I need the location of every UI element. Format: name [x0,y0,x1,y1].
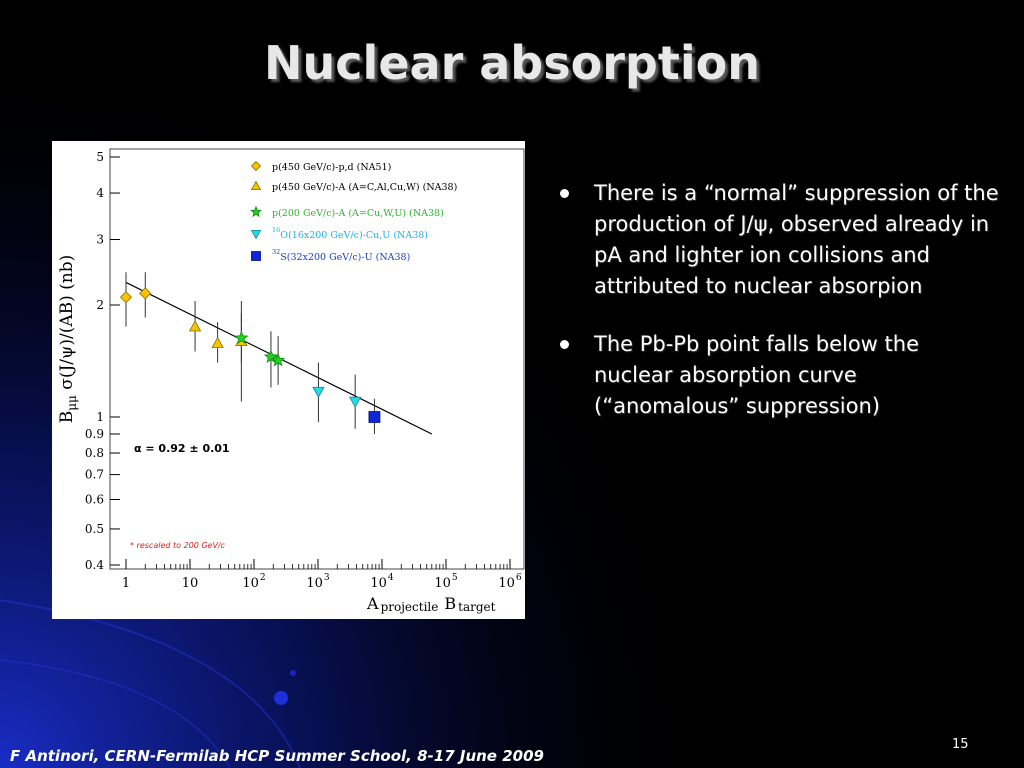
data-markers [119,287,381,423]
x-tick-label: 10 [182,576,199,591]
star-marker [263,349,279,363]
plot-frame [109,148,525,570]
y-tick-label: 0.4 [85,558,104,572]
legend-entry: p(200 GeV/c)-A (A=Cu,W,U) (NA38) [272,208,444,219]
footer-text: F Antinori, CERN-Fermilab HCP Summer Sch… [10,747,544,765]
legend-triangle-up-icon [250,180,262,190]
chart-figure: 0.4 0.5 0.6 0.7 0.8 0.9 1 2 3 4 5 1 10 102 103 104 105 10… [52,141,525,619]
y-axis-label: Bμμ σ(J/ψ)/(AB) (nb) [57,255,79,424]
x-tick-label: 102 [242,573,265,591]
decorative-dot [274,691,288,705]
bullet-text: There is a “normal” suppression of the p… [594,181,999,298]
bullet-dot-icon [560,189,569,198]
x-tick-label: 105 [434,573,458,591]
bullet-text: The Pb-Pb point falls below the nuclear … [594,332,919,418]
diamond-marker [139,287,152,300]
triangle-up-marker [188,320,202,332]
legend: p(450 GeV/c)-p,d (NA51) p(450 GeV/c)-A (A… [250,160,457,263]
y-tick-label: 0.5 [85,522,104,536]
legend-entry: p(450 GeV/c)-A (A=C,Al,Cu,W) (NA38) [272,182,457,193]
alpha-annotation: α = 0.92 ± 0.01 [134,442,230,455]
bullet-dot-icon [560,340,569,349]
bullet-list: There is a “normal” suppression of the p… [560,178,1000,449]
legend-triangle-down-icon [250,230,262,240]
x-tick-label: 106 [498,573,522,591]
legend-entry: 16O(16x200 GeV/c)-Cu,U (NA38) [272,226,428,241]
x-tick-label: 1 [122,576,130,591]
page-number: 15 [952,737,969,752]
legend-entry: p(450 GeV/c)-p,d (NA51) [272,162,391,173]
legend-square-icon [251,251,261,261]
decorative-dot [290,670,296,676]
y-tick-label: 1 [96,410,104,424]
x-tick-label: 103 [306,573,330,591]
error-bars [125,272,375,435]
triangle-down-marker [348,396,362,408]
slide-title: Nuclear absorption [264,36,760,90]
legend-entry: 32S(32x200 GeV/c)-U (NA38) [272,248,410,263]
rescale-note: * rescaled to 200 GeV/c [130,541,226,550]
x-tick-label: 104 [370,573,394,591]
diamond-marker [119,291,133,304]
square-marker [368,411,381,423]
star-marker [234,330,249,345]
legend-diamond-icon [250,160,262,172]
y-tick-label: 2 [96,298,104,312]
bullet-item: The Pb-Pb point falls below the nuclear … [560,329,1000,422]
y-tick-label: 0.7 [85,468,104,482]
y-tick-label: 0.6 [85,493,104,507]
y-tick-label: 3 [96,233,104,247]
y-tick-label: 4 [96,186,104,200]
chart-svg: 0.4 0.5 0.6 0.7 0.8 0.9 1 2 3 4 5 1 10 102 103 104 105 10… [57,148,525,614]
bullet-item: There is a “normal” suppression of the p… [560,178,1000,302]
star-marker [271,352,286,367]
y-tick-label: 5 [96,150,104,164]
triangle-down-marker [312,386,325,398]
y-tick-label: 0.9 [85,427,104,441]
triangle-up-marker [211,336,224,348]
axes: 0.4 0.5 0.6 0.7 0.8 0.9 1 2 3 4 5 1 10 102 103 104 105 10… [85,150,522,591]
y-tick-label: 0.8 [85,446,104,460]
legend-star-icon [250,205,262,218]
